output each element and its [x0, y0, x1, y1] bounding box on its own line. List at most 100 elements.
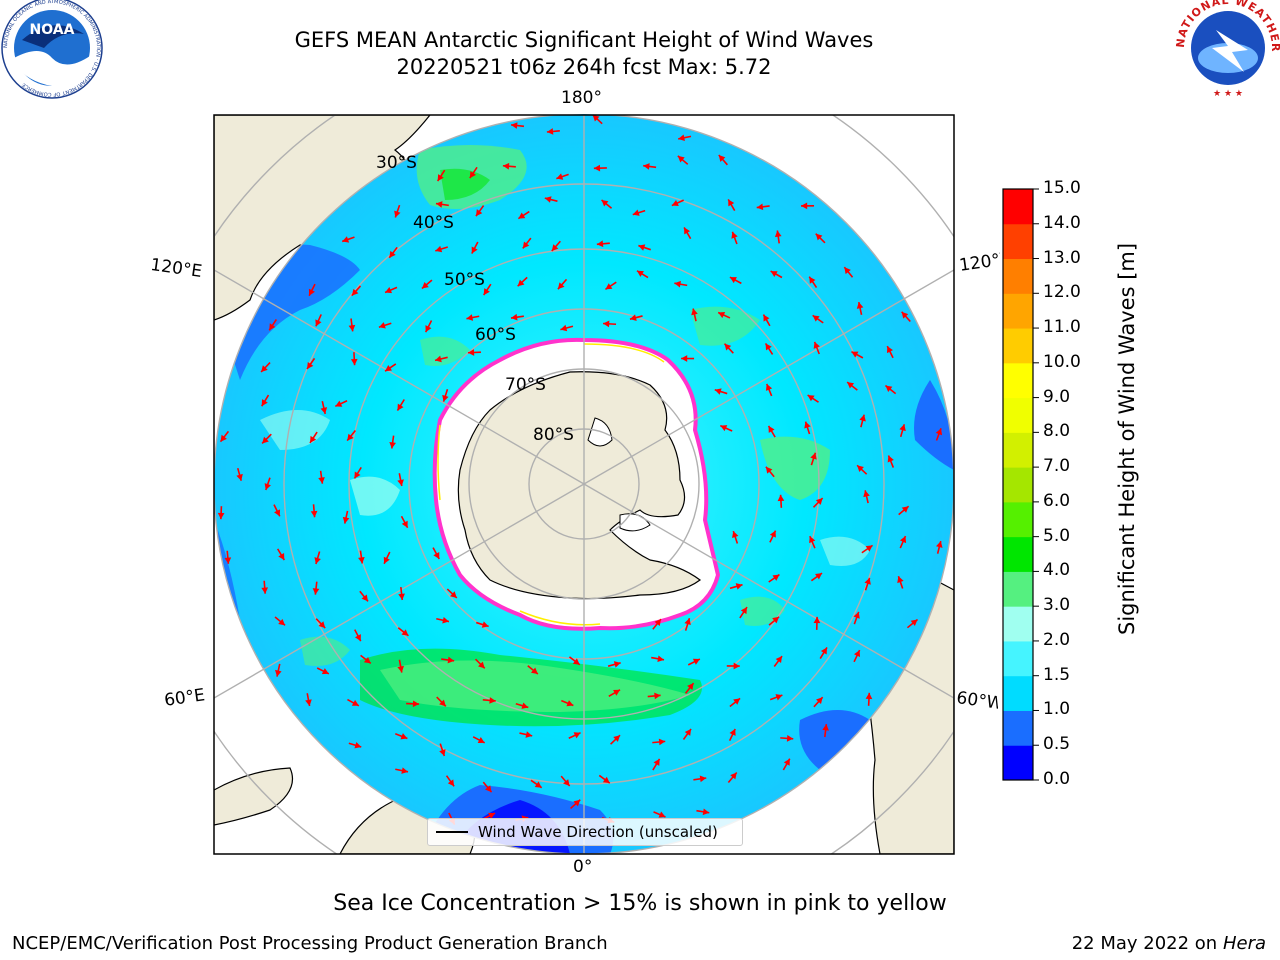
wave-direction-arrowhead — [475, 209, 483, 217]
wave-direction-arrowhead — [447, 779, 455, 787]
wave-direction-arrowhead — [220, 434, 227, 442]
colorbar-segment — [1003, 397, 1033, 433]
wave-direction-arrowhead — [732, 531, 739, 539]
wave-direction-arrowhead — [573, 799, 581, 807]
wave-direction-arrowhead — [467, 349, 475, 356]
wave-direction-arrowhead — [278, 553, 285, 561]
wave-direction-arrowhead — [935, 428, 943, 436]
wave-direction-arrowhead — [354, 742, 362, 749]
wave-direction-arrowhead — [765, 466, 773, 474]
wave-direction-arrowhead — [765, 383, 773, 391]
wave-direction-arrowhead — [901, 506, 909, 513]
wave-direction-arrowhead — [354, 471, 361, 479]
wave-direction-arrowhead — [857, 465, 864, 472]
wave-direction-arrowhead — [593, 164, 601, 172]
colorbar-tick-label: 1.5 — [1043, 664, 1071, 685]
wave-direction-arrowhead — [433, 552, 440, 560]
wave-direction-arrowhead — [657, 655, 665, 663]
wave-direction-arrowhead — [592, 114, 600, 122]
wave-direction-arrowhead — [728, 199, 735, 207]
wave-direction-arrowhead — [654, 619, 661, 626]
wave-direction-arrowhead — [421, 281, 429, 289]
chart-title: GEFS MEAN Antarctic Significant Height o… — [294, 28, 874, 52]
colorbar-tick-label: 13.0 — [1043, 247, 1081, 268]
wave-direction-arrowhead — [556, 173, 564, 180]
wave-direction-arrowhead — [632, 209, 640, 216]
wave-direction-arrowhead — [603, 320, 610, 328]
wave-direction-arrowhead — [262, 436, 269, 444]
wave-direction-arrowhead — [437, 174, 444, 182]
wave-direction-arrowhead — [397, 665, 404, 673]
wave-direction-arrowhead — [674, 280, 681, 288]
wave-direction-arrowhead — [485, 785, 492, 793]
wave-direction-arrowhead — [521, 702, 529, 709]
colorbar-segment — [1003, 710, 1033, 746]
wave-direction-arrowhead — [354, 634, 361, 642]
noaa-logo: NOAA NATIONAL OCEANIC AND ATMOSPHERIC AD… — [1, 0, 103, 99]
wave-direction-arrowhead — [804, 421, 811, 429]
wave-direction-arrowhead — [518, 212, 526, 219]
colorbar-segment — [1003, 432, 1033, 468]
wave-direction-arrowhead — [887, 455, 894, 463]
meridian-label-180: 180° — [561, 88, 602, 108]
wave-direction-arrowhead — [801, 202, 808, 210]
meridian-label-120w-clip: 120°W — [956, 250, 1000, 284]
wave-direction-arrowhead — [859, 414, 866, 422]
wave-direction-arrowhead — [763, 314, 770, 322]
wave-direction-arrowhead — [601, 199, 609, 207]
graticule — [214, 115, 954, 854]
wave-direction-arrowhead — [274, 509, 281, 517]
sea-ice-note: Sea Ice Concentration > 15% is shown in … — [333, 891, 947, 916]
nws-logo: NATIONAL WEATHER SERVICE ★ ★ ★ — [0, 0, 1280, 99]
wave-direction-arrowhead — [469, 171, 477, 179]
wave-direction-arrowhead — [910, 619, 918, 626]
wave-direction-arrowhead — [936, 541, 943, 548]
wave-direction-arrowhead — [269, 323, 276, 331]
wave-direction-arrowhead — [768, 425, 775, 433]
wave-direction-arrowhead — [853, 650, 861, 658]
wave-direction-arrowhead — [385, 364, 393, 372]
wave-direction-arrowhead — [224, 557, 232, 564]
wave-direction-arrowhead — [572, 658, 580, 665]
wave-direction-arrowhead — [389, 250, 396, 258]
chart-subtitle: 20220521 t06z 264h fcst Max: 5.72 — [396, 55, 772, 79]
wave-direction-arrowhead — [278, 618, 286, 626]
wave-direction-arrowhead — [312, 588, 320, 595]
wave-direction-arrowhead — [551, 244, 559, 252]
wave-direction-arrowhead — [307, 362, 314, 370]
wave-direction-arrowhead — [342, 236, 350, 243]
latitude-label-60s: 60°S — [475, 325, 516, 345]
wave-direction-arrowhead — [261, 587, 269, 594]
wave-direction-arrowhead — [530, 667, 538, 674]
wave-direction-arrowhead — [478, 661, 485, 669]
wave-direction-arrowhead — [425, 325, 432, 333]
wave-direction-arrowhead — [899, 536, 907, 544]
colorbar-segment — [1003, 223, 1033, 260]
wave-direction-arrowhead — [435, 245, 443, 253]
colorbar-frame — [1002, 188, 1034, 781]
colorbar — [1002, 188, 1039, 781]
wave-direction-arrowhead — [318, 621, 326, 629]
map-legend: Wind Wave Direction (unscaled) — [427, 818, 743, 846]
wave-direction-arrowhead — [885, 385, 893, 392]
wave-direction-arrowhead — [863, 490, 870, 498]
wave-direction-arrowhead — [678, 134, 685, 142]
wave-direction-arrowhead — [853, 611, 860, 619]
wave-direction-arrowhead — [699, 775, 707, 783]
colorbar-segment — [1003, 501, 1033, 538]
wave-direction-arrowhead — [815, 573, 823, 580]
wave-direction-arrowhead — [714, 388, 722, 395]
noaa-logo-text: NOAA — [30, 22, 75, 38]
wave-direction-arrowhead — [733, 662, 740, 670]
wave-direction-arrowhead — [777, 494, 785, 502]
wave-direction-arrowhead — [865, 692, 873, 700]
wave-direction-arrowhead — [636, 270, 644, 277]
wave-direction-arrowhead — [412, 700, 420, 708]
wave-direction-arrowhead — [544, 196, 552, 203]
wave-direction-arrowhead — [658, 811, 666, 818]
meridian-label-120w: 120°W — [958, 250, 1000, 276]
wave-direction-arrowhead — [261, 365, 268, 373]
latitude-label-50s: 50°S — [444, 270, 485, 290]
wave-direction-arrowhead — [613, 689, 621, 696]
colorbar-segment — [1003, 675, 1033, 711]
